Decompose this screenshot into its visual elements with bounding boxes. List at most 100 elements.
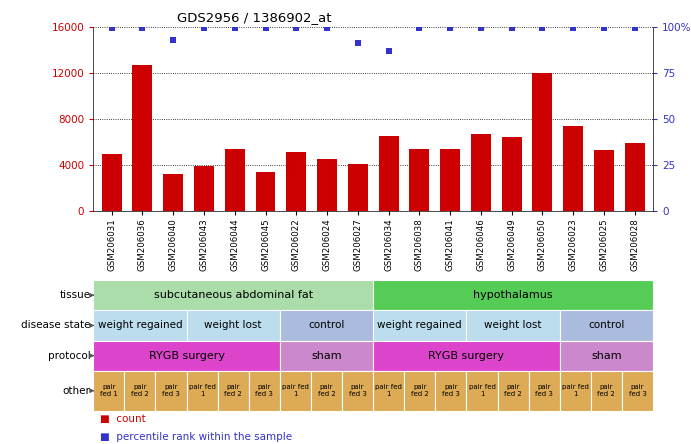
Text: pair fed
1: pair fed 1 bbox=[375, 384, 402, 397]
Bar bbox=[466, 310, 560, 341]
Text: GDS2956 / 1386902_at: GDS2956 / 1386902_at bbox=[177, 11, 332, 24]
Bar bbox=[560, 371, 591, 411]
Bar bbox=[373, 371, 404, 411]
Bar bbox=[225, 149, 245, 211]
Bar bbox=[280, 310, 373, 341]
Bar bbox=[286, 152, 306, 211]
Point bbox=[444, 25, 455, 32]
Point bbox=[414, 25, 425, 32]
Bar bbox=[133, 65, 153, 211]
Text: weight lost: weight lost bbox=[484, 321, 542, 330]
Text: pair
fed 3: pair fed 3 bbox=[349, 384, 366, 397]
Bar bbox=[379, 136, 399, 211]
Bar bbox=[466, 371, 498, 411]
Bar bbox=[404, 371, 435, 411]
Bar bbox=[529, 371, 560, 411]
Bar bbox=[594, 150, 614, 211]
Text: ■  percentile rank within the sample: ■ percentile rank within the sample bbox=[100, 432, 292, 442]
Bar bbox=[498, 371, 529, 411]
Bar bbox=[502, 138, 522, 211]
Point bbox=[291, 25, 302, 32]
Text: weight regained: weight regained bbox=[97, 321, 182, 330]
Text: pair fed
1: pair fed 1 bbox=[282, 384, 309, 397]
Bar bbox=[440, 149, 460, 211]
Bar bbox=[560, 310, 653, 341]
Bar bbox=[348, 164, 368, 211]
Text: protocol: protocol bbox=[48, 351, 91, 361]
Bar bbox=[311, 371, 342, 411]
Text: pair
fed 3: pair fed 3 bbox=[629, 384, 646, 397]
Text: RYGB surgery: RYGB surgery bbox=[149, 351, 225, 361]
Point bbox=[506, 25, 517, 32]
Text: weight regained: weight regained bbox=[377, 321, 462, 330]
Text: other: other bbox=[63, 386, 91, 396]
Text: pair fed
1: pair fed 1 bbox=[468, 384, 495, 397]
Point bbox=[198, 25, 209, 32]
Bar bbox=[280, 371, 311, 411]
Bar bbox=[218, 371, 249, 411]
Text: pair
fed 2: pair fed 2 bbox=[318, 384, 335, 397]
Bar bbox=[249, 371, 280, 411]
Text: pair
fed 2: pair fed 2 bbox=[598, 384, 615, 397]
Text: pair
fed 2: pair fed 2 bbox=[504, 384, 522, 397]
Text: sham: sham bbox=[311, 351, 342, 361]
Bar bbox=[625, 143, 645, 211]
Bar bbox=[194, 166, 214, 211]
Bar bbox=[373, 310, 466, 341]
Bar bbox=[102, 154, 122, 211]
Point bbox=[168, 36, 179, 43]
Point bbox=[106, 25, 117, 32]
Bar bbox=[93, 280, 373, 310]
Text: pair fed
1: pair fed 1 bbox=[189, 384, 216, 397]
Point bbox=[629, 25, 640, 32]
Bar bbox=[373, 280, 653, 310]
Point bbox=[321, 25, 332, 32]
Bar bbox=[622, 371, 653, 411]
Bar bbox=[155, 371, 187, 411]
Bar bbox=[93, 371, 124, 411]
Point bbox=[352, 40, 363, 47]
Bar bbox=[163, 174, 183, 211]
Bar bbox=[256, 172, 276, 211]
Point bbox=[383, 47, 394, 54]
Text: pair
fed 3: pair fed 3 bbox=[256, 384, 273, 397]
Text: hypothalamus: hypothalamus bbox=[473, 290, 553, 300]
Bar bbox=[317, 159, 337, 211]
Bar bbox=[591, 371, 622, 411]
Point bbox=[229, 25, 240, 32]
Bar bbox=[342, 371, 373, 411]
Text: pair
fed 2: pair fed 2 bbox=[411, 384, 428, 397]
Point bbox=[260, 25, 271, 32]
Bar bbox=[187, 310, 280, 341]
Bar bbox=[93, 310, 187, 341]
Text: pair
fed 2: pair fed 2 bbox=[131, 384, 149, 397]
Text: weight lost: weight lost bbox=[205, 321, 262, 330]
Point bbox=[598, 25, 609, 32]
Text: pair
fed 3: pair fed 3 bbox=[162, 384, 180, 397]
Text: pair
fed 2: pair fed 2 bbox=[225, 384, 242, 397]
Bar bbox=[93, 341, 280, 371]
Text: pair
fed 1: pair fed 1 bbox=[100, 384, 117, 397]
Text: control: control bbox=[308, 321, 345, 330]
Point bbox=[567, 25, 578, 32]
Bar bbox=[560, 341, 653, 371]
Text: pair fed
1: pair fed 1 bbox=[562, 384, 589, 397]
Text: disease state: disease state bbox=[21, 321, 91, 330]
Bar bbox=[124, 371, 155, 411]
Bar bbox=[187, 371, 218, 411]
Bar bbox=[409, 149, 429, 211]
Bar bbox=[532, 73, 552, 211]
Bar bbox=[563, 126, 583, 211]
Bar bbox=[435, 371, 466, 411]
Text: RYGB surgery: RYGB surgery bbox=[428, 351, 504, 361]
Text: subcutaneous abdominal fat: subcutaneous abdominal fat bbox=[153, 290, 313, 300]
Point bbox=[475, 25, 486, 32]
Text: tissue: tissue bbox=[59, 290, 91, 300]
Text: ■  count: ■ count bbox=[100, 414, 146, 424]
Point bbox=[137, 25, 148, 32]
Bar bbox=[471, 134, 491, 211]
Text: sham: sham bbox=[591, 351, 622, 361]
Text: pair
fed 3: pair fed 3 bbox=[536, 384, 553, 397]
Bar bbox=[280, 341, 373, 371]
Bar bbox=[373, 341, 560, 371]
